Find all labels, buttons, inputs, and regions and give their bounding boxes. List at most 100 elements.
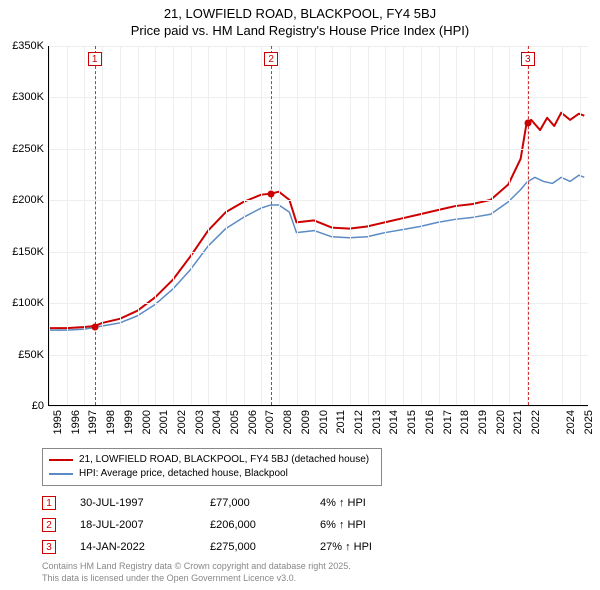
x-tick-label: 1995 <box>52 410 64 434</box>
gridline-v <box>67 46 68 405</box>
chart-plot-area: 123 <box>48 46 588 406</box>
event-marker-line <box>95 46 96 405</box>
chart-lines-svg <box>49 46 588 405</box>
x-tick-label: 2007 <box>264 410 276 434</box>
gridline-v <box>120 46 121 405</box>
gridline-v <box>84 46 85 405</box>
y-tick-label: £0 <box>32 400 44 412</box>
event-row-date: 18-JUL-2007 <box>80 519 210 531</box>
gridline-v <box>385 46 386 405</box>
event-row: 1 30-JUL-1997£77,0004% ↑ HPI <box>42 492 400 514</box>
gridline-v <box>49 46 50 405</box>
event-row-date: 30-JUL-1997 <box>80 497 210 509</box>
gridline-h <box>49 46 588 47</box>
gridline-v <box>350 46 351 405</box>
gridline-v <box>439 46 440 405</box>
sale-marker-dot <box>268 191 275 198</box>
x-tick-label: 2015 <box>406 410 418 434</box>
legend-box: 21, LOWFIELD ROAD, BLACKPOOL, FY4 5BJ (d… <box>42 448 382 486</box>
y-tick-label: £100K <box>12 297 44 309</box>
event-marker-line <box>271 46 272 405</box>
x-tick-label: 2010 <box>318 410 330 434</box>
gridline-v <box>261 46 262 405</box>
gridline-v <box>580 46 581 405</box>
gridline-v <box>279 46 280 405</box>
legend-label: 21, LOWFIELD ROAD, BLACKPOOL, FY4 5BJ (d… <box>79 453 369 467</box>
footer-line2: This data is licensed under the Open Gov… <box>42 572 351 584</box>
x-tick-label: 2005 <box>229 410 241 434</box>
x-tick-label: 2003 <box>194 410 206 434</box>
gridline-v <box>138 46 139 405</box>
sale-marker-dot <box>524 120 531 127</box>
event-marker-box: 3 <box>521 52 535 66</box>
x-tick-label: 2001 <box>158 410 170 434</box>
x-tick-label: 2009 <box>300 410 312 434</box>
legend-swatch <box>49 459 73 461</box>
x-tick-label: 2013 <box>371 410 383 434</box>
x-tick-label: 1997 <box>87 410 99 434</box>
x-tick-label: 2024 <box>565 410 577 434</box>
sale-marker-dot <box>91 323 98 330</box>
gridline-v <box>208 46 209 405</box>
event-row-price: £206,000 <box>210 519 320 531</box>
x-tick-label: 2016 <box>424 410 436 434</box>
gridline-v <box>403 46 404 405</box>
gridline-v <box>297 46 298 405</box>
gridline-v <box>368 46 369 405</box>
y-tick-label: £300K <box>12 91 44 103</box>
event-row-pct: 6% ↑ HPI <box>320 519 400 531</box>
gridline-h <box>49 303 588 304</box>
event-row-date: 14-JAN-2022 <box>80 541 210 553</box>
x-tick-label: 2002 <box>176 410 188 434</box>
x-tick-label: 2022 <box>530 410 542 434</box>
x-tick-label: 1999 <box>123 410 135 434</box>
event-row-price: £275,000 <box>210 541 320 553</box>
chart-title-line1: 21, LOWFIELD ROAD, BLACKPOOL, FY4 5BJ <box>0 6 600 21</box>
event-row-box: 3 <box>42 540 56 554</box>
x-tick-label: 2014 <box>388 410 400 434</box>
event-row-price: £77,000 <box>210 497 320 509</box>
x-tick-label: 2000 <box>141 410 153 434</box>
gridline-v <box>226 46 227 405</box>
event-row-box: 1 <box>42 496 56 510</box>
gridline-h <box>49 355 588 356</box>
gridline-v <box>509 46 510 405</box>
gridline-v <box>474 46 475 405</box>
series-line <box>49 113 584 328</box>
legend-swatch <box>49 473 73 475</box>
footer-line1: Contains HM Land Registry data © Crown c… <box>42 560 351 572</box>
x-tick-label: 2017 <box>442 410 454 434</box>
y-tick-label: £150K <box>12 246 44 258</box>
x-tick-label: 2008 <box>282 410 294 434</box>
gridline-h <box>49 149 588 150</box>
footer-attribution: Contains HM Land Registry data © Crown c… <box>42 560 351 584</box>
event-marker-line <box>528 46 529 405</box>
chart-title-line2: Price paid vs. HM Land Registry's House … <box>0 23 600 38</box>
gridline-h <box>49 97 588 98</box>
x-tick-label: 2020 <box>495 410 507 434</box>
events-table: 1 30-JUL-1997£77,0004% ↑ HPI 2 18-JUL-2007£… <box>42 492 400 558</box>
x-tick-label: 2004 <box>211 410 223 434</box>
gridline-v <box>315 46 316 405</box>
y-tick-label: £250K <box>12 143 44 155</box>
x-tick-label: 1998 <box>105 410 117 434</box>
event-marker-box: 1 <box>88 52 102 66</box>
gridline-h <box>49 406 588 407</box>
legend-item: HPI: Average price, detached house, Blac… <box>49 467 375 481</box>
x-tick-label: 2019 <box>477 410 489 434</box>
legend-label: HPI: Average price, detached house, Blac… <box>79 467 288 481</box>
gridline-v <box>421 46 422 405</box>
x-tick-label: 2018 <box>459 410 471 434</box>
x-tick-label: 2025 <box>583 410 595 434</box>
event-row-pct: 27% ↑ HPI <box>320 541 400 553</box>
legend-item: 21, LOWFIELD ROAD, BLACKPOOL, FY4 5BJ (d… <box>49 453 375 467</box>
event-row: 2 18-JUL-2007£206,0006% ↑ HPI <box>42 514 400 536</box>
y-tick-label: £200K <box>12 194 44 206</box>
gridline-v <box>102 46 103 405</box>
gridline-v <box>155 46 156 405</box>
gridline-v <box>191 46 192 405</box>
x-tick-label: 2021 <box>512 410 524 434</box>
event-row-pct: 4% ↑ HPI <box>320 497 400 509</box>
event-row-box: 2 <box>42 518 56 532</box>
gridline-h <box>49 252 588 253</box>
